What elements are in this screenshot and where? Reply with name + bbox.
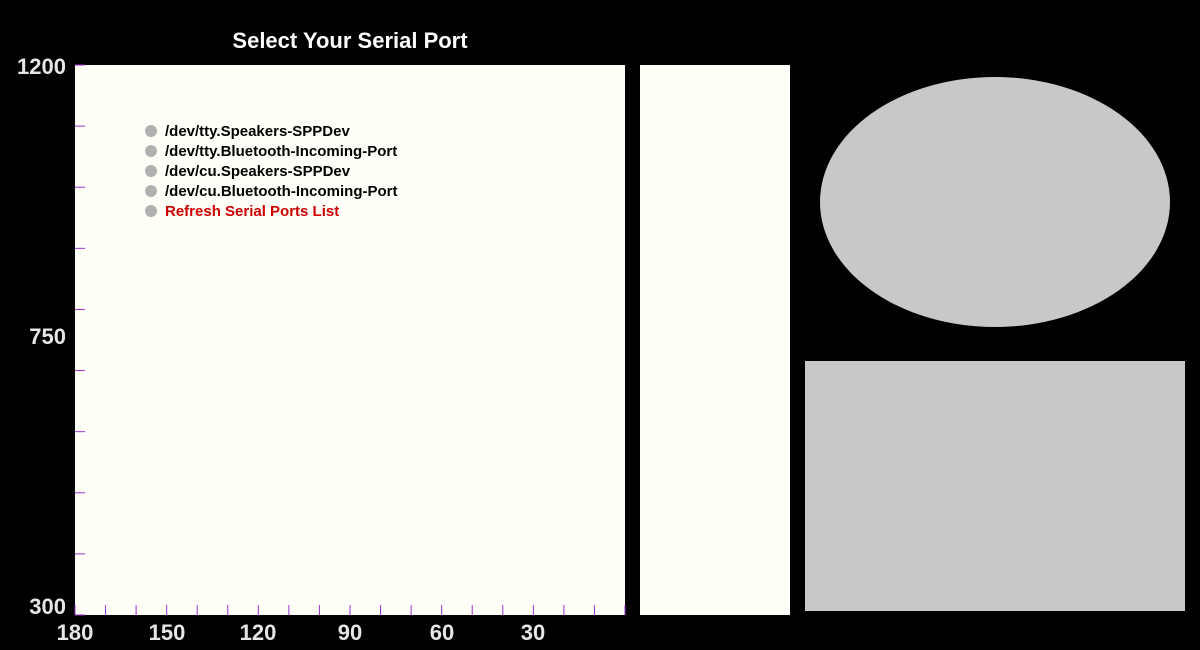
radio-dot-icon[interactable]	[145, 185, 157, 197]
serial-port-label[interactable]: /dev/tty.Speakers-SPPDev	[165, 122, 350, 140]
x-axis-label: 180	[56, 620, 94, 645]
ellipse-shape	[820, 77, 1170, 327]
serial-port-option[interactable]: /dev/cu.Bluetooth-Incoming-Port	[145, 181, 398, 201]
x-axis-label: 120	[239, 620, 277, 645]
x-axis-label: 30	[520, 620, 546, 645]
plot-area	[75, 65, 625, 615]
radio-dot-icon[interactable]	[145, 145, 157, 157]
radio-dot-icon[interactable]	[145, 205, 157, 217]
y-axis-label-min: 300	[29, 594, 66, 619]
x-axis-label: 60	[429, 620, 455, 645]
serial-port-list: /dev/tty.Speakers-SPPDev /dev/tty.Blueto…	[145, 121, 398, 221]
serial-port-option[interactable]: /dev/cu.Speakers-SPPDev	[145, 161, 398, 181]
serial-port-label[interactable]: /dev/tty.Bluetooth-Incoming-Port	[165, 142, 398, 160]
serial-port-option[interactable]: /dev/tty.Bluetooth-Incoming-Port	[145, 141, 398, 161]
radio-dot-icon[interactable]	[145, 165, 157, 177]
y-axis-label-max: 1200	[17, 54, 66, 79]
x-axis-label: 90	[337, 620, 363, 645]
x-axis-label: 150	[148, 620, 186, 645]
radio-dot-icon[interactable]	[145, 125, 157, 137]
serial-port-option[interactable]: /dev/tty.Speakers-SPPDev	[145, 121, 398, 141]
page-title: Select Your Serial Port	[232, 28, 468, 53]
rectangle-shape	[805, 361, 1185, 611]
refresh-ports-button[interactable]: Refresh Serial Ports List	[145, 201, 398, 221]
serial-port-label[interactable]: /dev/cu.Bluetooth-Incoming-Port	[165, 182, 398, 200]
serial-port-label[interactable]: /dev/cu.Speakers-SPPDev	[165, 162, 351, 180]
y-axis-label-mid: 750	[29, 324, 66, 349]
refresh-ports-label[interactable]: Refresh Serial Ports List	[165, 202, 340, 220]
side-panel	[640, 65, 790, 615]
